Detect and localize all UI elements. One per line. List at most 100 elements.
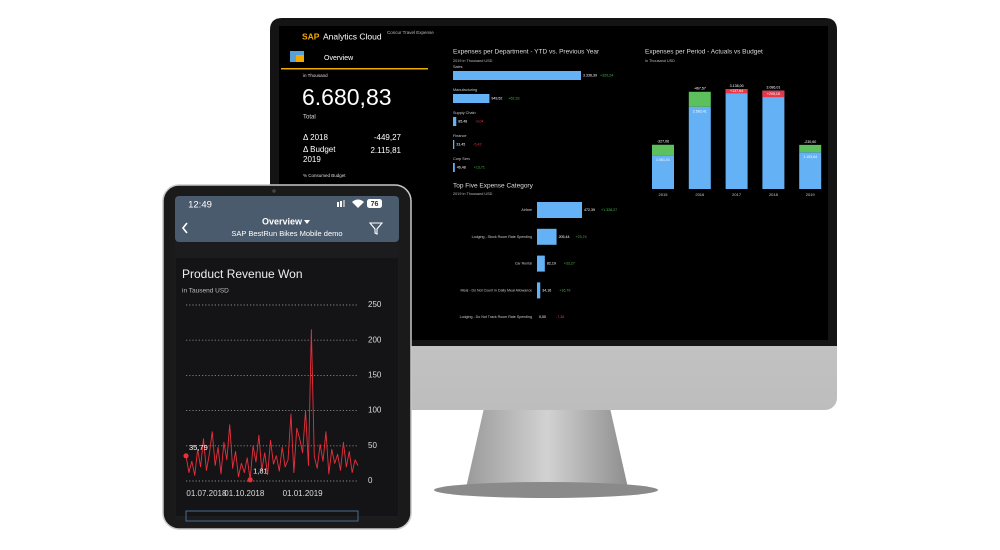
bar [537, 282, 541, 299]
y-tick-label: 200 [368, 335, 382, 344]
y-tick-label: 250 [368, 300, 382, 309]
x-tick-label: 2016 [695, 192, 705, 197]
monitor-charts: Sales 3.336,39 +320,24 Manufacturing 949,52 +… [453, 65, 822, 319]
delta-label: +33,27 [564, 262, 575, 266]
y-tick-label: 0 [368, 476, 373, 485]
chart-title: Expenses per Department - YTD vs. Previo… [453, 49, 600, 56]
delta-label: +62,33 [508, 96, 519, 100]
value-label: 1.061,01 [656, 158, 670, 162]
category-label: Meal - Do Not Count in Daily Meal Allowa… [460, 288, 532, 292]
x-tick-label: 2018 [769, 192, 779, 197]
kpi-row-value: -449,27 [374, 133, 402, 142]
budget-delta [799, 144, 822, 153]
camera [272, 189, 276, 193]
delta-label: +23,74 [576, 235, 587, 239]
value-label: 34,16 [542, 288, 551, 292]
delta-label: +16,79 [559, 288, 570, 292]
signal-icon [340, 201, 342, 207]
kpi-value: 6.680,83 [302, 84, 392, 110]
kpi-footer: % Consumed Budget [303, 173, 346, 178]
x-tick-label: 2017 [732, 192, 742, 197]
chart-card [176, 258, 398, 516]
chart-subtitle: 2019 in Thousand USD [453, 59, 493, 63]
chart-subtitle: in Thousand USD [645, 59, 675, 63]
delta-label: +13,71 [474, 165, 485, 169]
value-label: 3.138,00 [730, 84, 744, 88]
budget-delta [762, 90, 785, 98]
delta-label: +137,64 [730, 89, 743, 93]
value-label: 1.153,64 [803, 155, 817, 159]
category-label: Sales [453, 65, 463, 69]
delta-label: -7,38 [556, 315, 564, 319]
kpi-row-label: 2019 [303, 155, 321, 164]
dropdown-arrow[interactable] [304, 220, 310, 224]
status-time: 12:49 [188, 200, 212, 211]
brand: SAP [302, 31, 320, 41]
x-tick-label: 01.01.2019 [283, 489, 324, 498]
chart-title: Top Five Expense Category [453, 183, 534, 190]
monitor-stand [466, 408, 628, 488]
monitor-base [434, 482, 658, 498]
data-label: 1,81 [253, 467, 268, 476]
bar [537, 228, 557, 245]
story-name: Concur Travel Expense [387, 30, 434, 35]
x-tick-label: 01.10.2018 [224, 489, 265, 498]
value-label: 33,45 [456, 142, 465, 146]
y-tick-label: 100 [368, 406, 382, 415]
bar [453, 140, 455, 149]
category-label: Supply Chain [453, 111, 476, 115]
bar [537, 255, 545, 272]
bar [725, 89, 748, 189]
header-title[interactable]: Overview [262, 216, 303, 226]
filter-button[interactable] [368, 222, 384, 235]
nav-underline [281, 68, 428, 70]
kpi-row-value: 2.115,81 [370, 146, 401, 155]
bar [453, 94, 490, 103]
delta-label: -230,60 [804, 140, 816, 144]
x-tick-label: 2019 [806, 192, 816, 197]
x-tick-label: 01.07.2018 [186, 489, 227, 498]
category-label: Finance [453, 134, 467, 138]
value-label: 0,00 [539, 315, 546, 319]
chart-title: Expenses per Period - Actuals vs Budget [645, 49, 763, 56]
bar [762, 90, 785, 189]
value-label: 46,48 [457, 165, 466, 169]
revenue-line [185, 329, 359, 481]
bar [799, 152, 822, 189]
category-label: Lodging - Do Not Track Room Rate Spendin… [460, 315, 532, 319]
battery-level: 76 [371, 201, 379, 208]
point-marker [247, 477, 253, 483]
data-label: 35,79 [189, 443, 208, 452]
bar [453, 71, 581, 80]
back-button[interactable] [181, 222, 188, 234]
budget-delta [725, 89, 748, 94]
header-subtitle: SAP BestRun Bikes Mobile demo [231, 229, 342, 238]
product-name: Analytics Cloud [323, 31, 382, 41]
y-tick-label: 50 [368, 441, 377, 450]
category-label: Manufacturing [453, 88, 477, 92]
delta-label: -5,42 [473, 142, 481, 146]
value-label: 82,19 [547, 262, 556, 266]
signal-icon [343, 200, 345, 207]
battery-icon [367, 199, 382, 208]
kpi-label: Total [303, 115, 316, 121]
delta-label: +1.328,27 [601, 208, 617, 212]
kpi-unit: in Thousand [303, 73, 328, 78]
value-label: 2.583,41 [693, 110, 707, 114]
nav-tab[interactable]: Overview [324, 55, 354, 62]
nav-icon [296, 55, 304, 62]
chart-subtitle: 2019 in Thousand USD [453, 192, 493, 196]
lower-chart-edge [185, 510, 359, 522]
delta-label: -467,57 [694, 87, 706, 91]
tablet: 12:49 76 Overview SAP BestRun Bikes Mobi… [162, 184, 412, 530]
delta-label: -327,06 [657, 140, 669, 144]
bar [453, 117, 457, 126]
delta-label: -9,04 [475, 119, 483, 123]
bar [652, 155, 674, 189]
value-label: 3.086,01 [766, 86, 780, 90]
value-label: 472,39 [584, 208, 595, 212]
chart-title: Product Revenue Won [182, 267, 303, 281]
y-tick-label: 150 [368, 371, 382, 380]
